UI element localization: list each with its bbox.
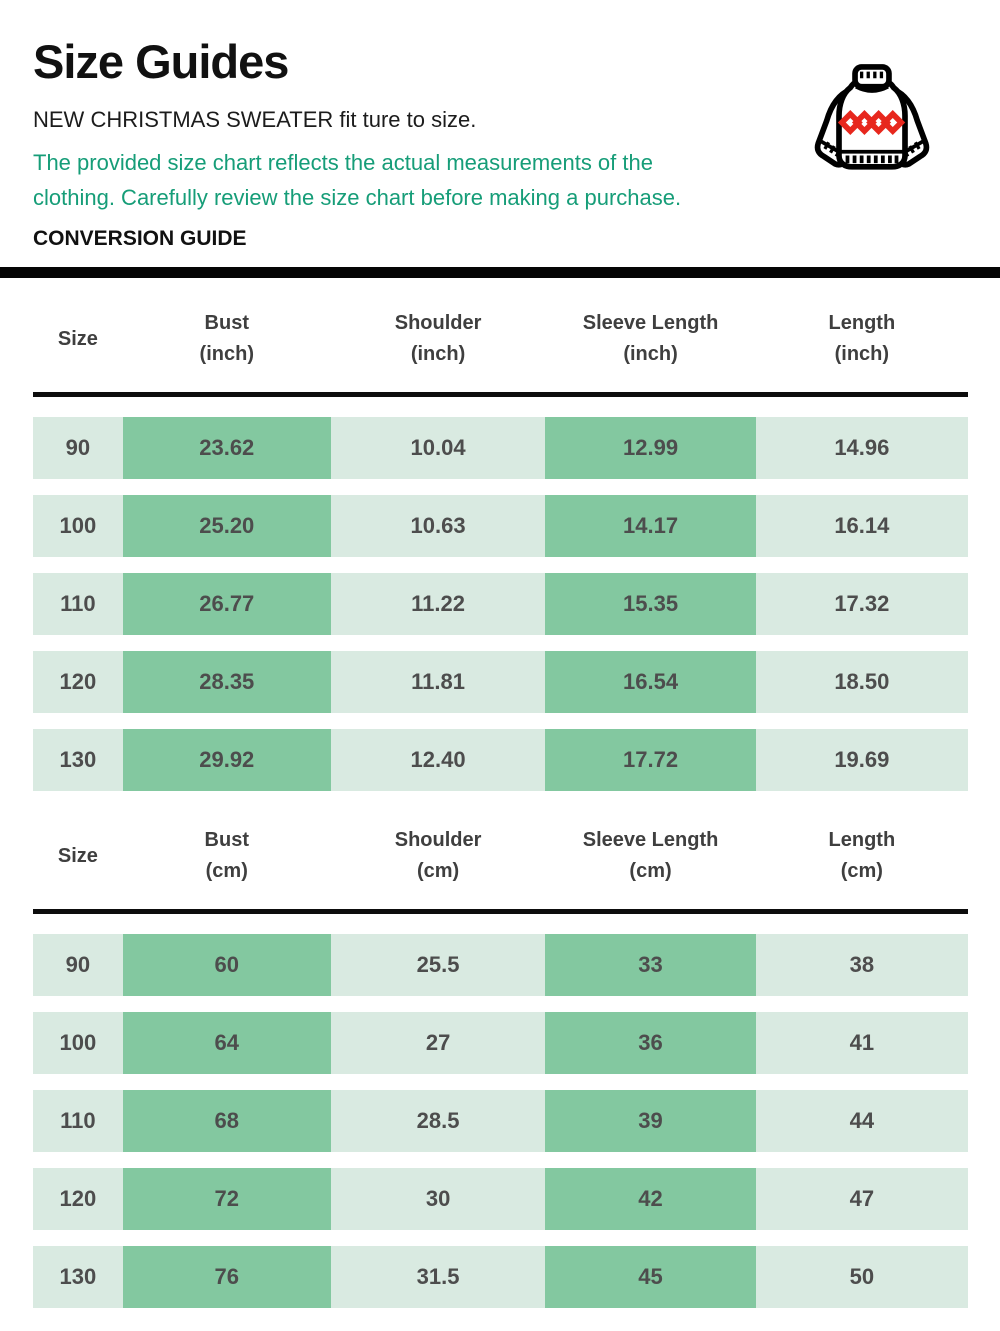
cell-sleeve-length-120: 42 [545,1168,756,1230]
cell-size-130: 130 [33,729,123,791]
cell-length-100: 41 [755,1012,968,1074]
cell-shoulder-120: 30 [330,1168,546,1230]
size-row-130: 130 29.92 12.40 17.72 19.69 [33,729,968,791]
top-divider [0,267,1000,278]
cell-bust-120: 72 [122,1168,331,1230]
cell-shoulder-110: 28.5 [330,1090,546,1152]
cell-length-120: 18.50 [755,651,968,713]
page-title: Size Guides [33,35,289,88]
column-header-size: Size [57,844,98,867]
cell-size-110: 110 [33,573,123,635]
fit-note: NEW CHRISTMAS SWEATER fit ture to size. [33,107,477,132]
size-row-110: 110 26.77 11.22 15.35 17.32 [33,573,968,635]
cell-bust-120: 28.35 [122,651,331,713]
cell-size-110: 110 [33,1090,123,1152]
cell-sleeve-length-90: 12.99 [545,417,756,479]
cell-sleeve-length-100: 14.17 [545,495,756,557]
cell-shoulder-110: 11.22 [330,573,546,635]
cell-shoulder-130: 31.5 [330,1246,546,1308]
column-header-sleeve-length: Sleeve Length (cm) [582,829,719,882]
size-row-100: 100 64 27 36 41 [33,1012,968,1074]
cell-length-130: 50 [755,1246,968,1308]
column-header-length: Length (cm) [828,829,896,882]
cell-length-110: 17.32 [755,573,968,635]
cell-length-110: 44 [755,1090,968,1152]
cell-size-100: 100 [33,495,123,557]
column-header-shoulder: Shoulder (inch) [394,312,482,365]
column-header-shoulder: Shoulder (cm) [394,829,482,882]
cell-size-90: 90 [33,417,123,479]
size-table-inch: Size Bust (inch) Shoulder (inch) Sleeve Lengt… [33,278,968,791]
column-header-size: Size [57,327,98,350]
size-tables: Size Bust (inch) Shoulder (inch) Sleeve Lengt… [0,278,1000,1308]
cell-sleeve-length-110: 15.35 [545,573,756,635]
size-row-120: 120 28.35 11.81 16.54 18.50 [33,651,968,713]
cell-size-130: 130 [33,1246,123,1308]
table-header-rule [33,909,968,914]
cell-bust-130: 76 [122,1246,331,1308]
cell-shoulder-90: 10.04 [330,417,546,479]
size-row-130: 130 76 31.5 45 50 [33,1246,968,1308]
column-header-sleeve-length: Sleeve Length (inch) [582,312,719,365]
cell-bust-110: 68 [122,1090,331,1152]
size-row-90: 90 60 25.5 33 38 [33,934,968,996]
cell-shoulder-90: 25.5 [330,934,546,996]
cell-size-120: 120 [33,651,123,713]
table-header-row: Size Bust (cm) Shoulder (cm) Sleeve Length (cm… [33,807,968,909]
column-header-bust: Bust (inch) [199,312,254,365]
table-header-rule [33,392,968,397]
cell-sleeve-length-110: 39 [545,1090,756,1152]
cell-sleeve-length-90: 33 [545,934,756,996]
cell-size-100: 100 [33,1012,123,1074]
sweater-icon [806,62,938,184]
cell-shoulder-100: 27 [330,1012,546,1074]
size-guide-header: Size Guides NEW CHRISTMAS SWEATER fit tu… [0,0,1000,251]
size-row-120: 120 72 30 42 47 [33,1168,968,1230]
size-chart-description: The provided size chart reflects the act… [33,150,682,210]
cell-sleeve-length-100: 36 [545,1012,756,1074]
size-row-110: 110 68 28.5 39 44 [33,1090,968,1152]
cell-length-90: 38 [755,934,968,996]
cell-bust-110: 26.77 [122,573,331,635]
cell-length-100: 16.14 [755,495,968,557]
cell-shoulder-130: 12.40 [330,729,546,791]
cell-bust-100: 64 [122,1012,331,1074]
column-header-length: Length (inch) [828,312,896,365]
cell-sleeve-length-120: 16.54 [545,651,756,713]
cell-bust-90: 60 [122,934,331,996]
cell-shoulder-100: 10.63 [330,495,546,557]
cell-sleeve-length-130: 17.72 [545,729,756,791]
table-header-row: Size Bust (inch) Shoulder (inch) Sleeve Lengt… [33,278,968,392]
size-table-cm: Size Bust (cm) Shoulder (cm) Sleeve Length (cm… [33,807,968,1308]
size-row-90: 90 23.62 10.04 12.99 14.96 [33,417,968,479]
cell-shoulder-120: 11.81 [330,651,546,713]
cell-size-120: 120 [33,1168,123,1230]
conversion-guide-label: CONVERSION GUIDE [33,227,247,250]
cell-bust-90: 23.62 [122,417,331,479]
column-header-bust: Bust (cm) [204,829,249,882]
cell-sleeve-length-130: 45 [545,1246,756,1308]
cell-length-130: 19.69 [755,729,968,791]
cell-bust-100: 25.20 [122,495,331,557]
cell-bust-130: 29.92 [122,729,331,791]
cell-size-90: 90 [33,934,123,996]
cell-length-120: 47 [755,1168,968,1230]
cell-length-90: 14.96 [755,417,968,479]
size-row-100: 100 25.20 10.63 14.17 16.14 [33,495,968,557]
